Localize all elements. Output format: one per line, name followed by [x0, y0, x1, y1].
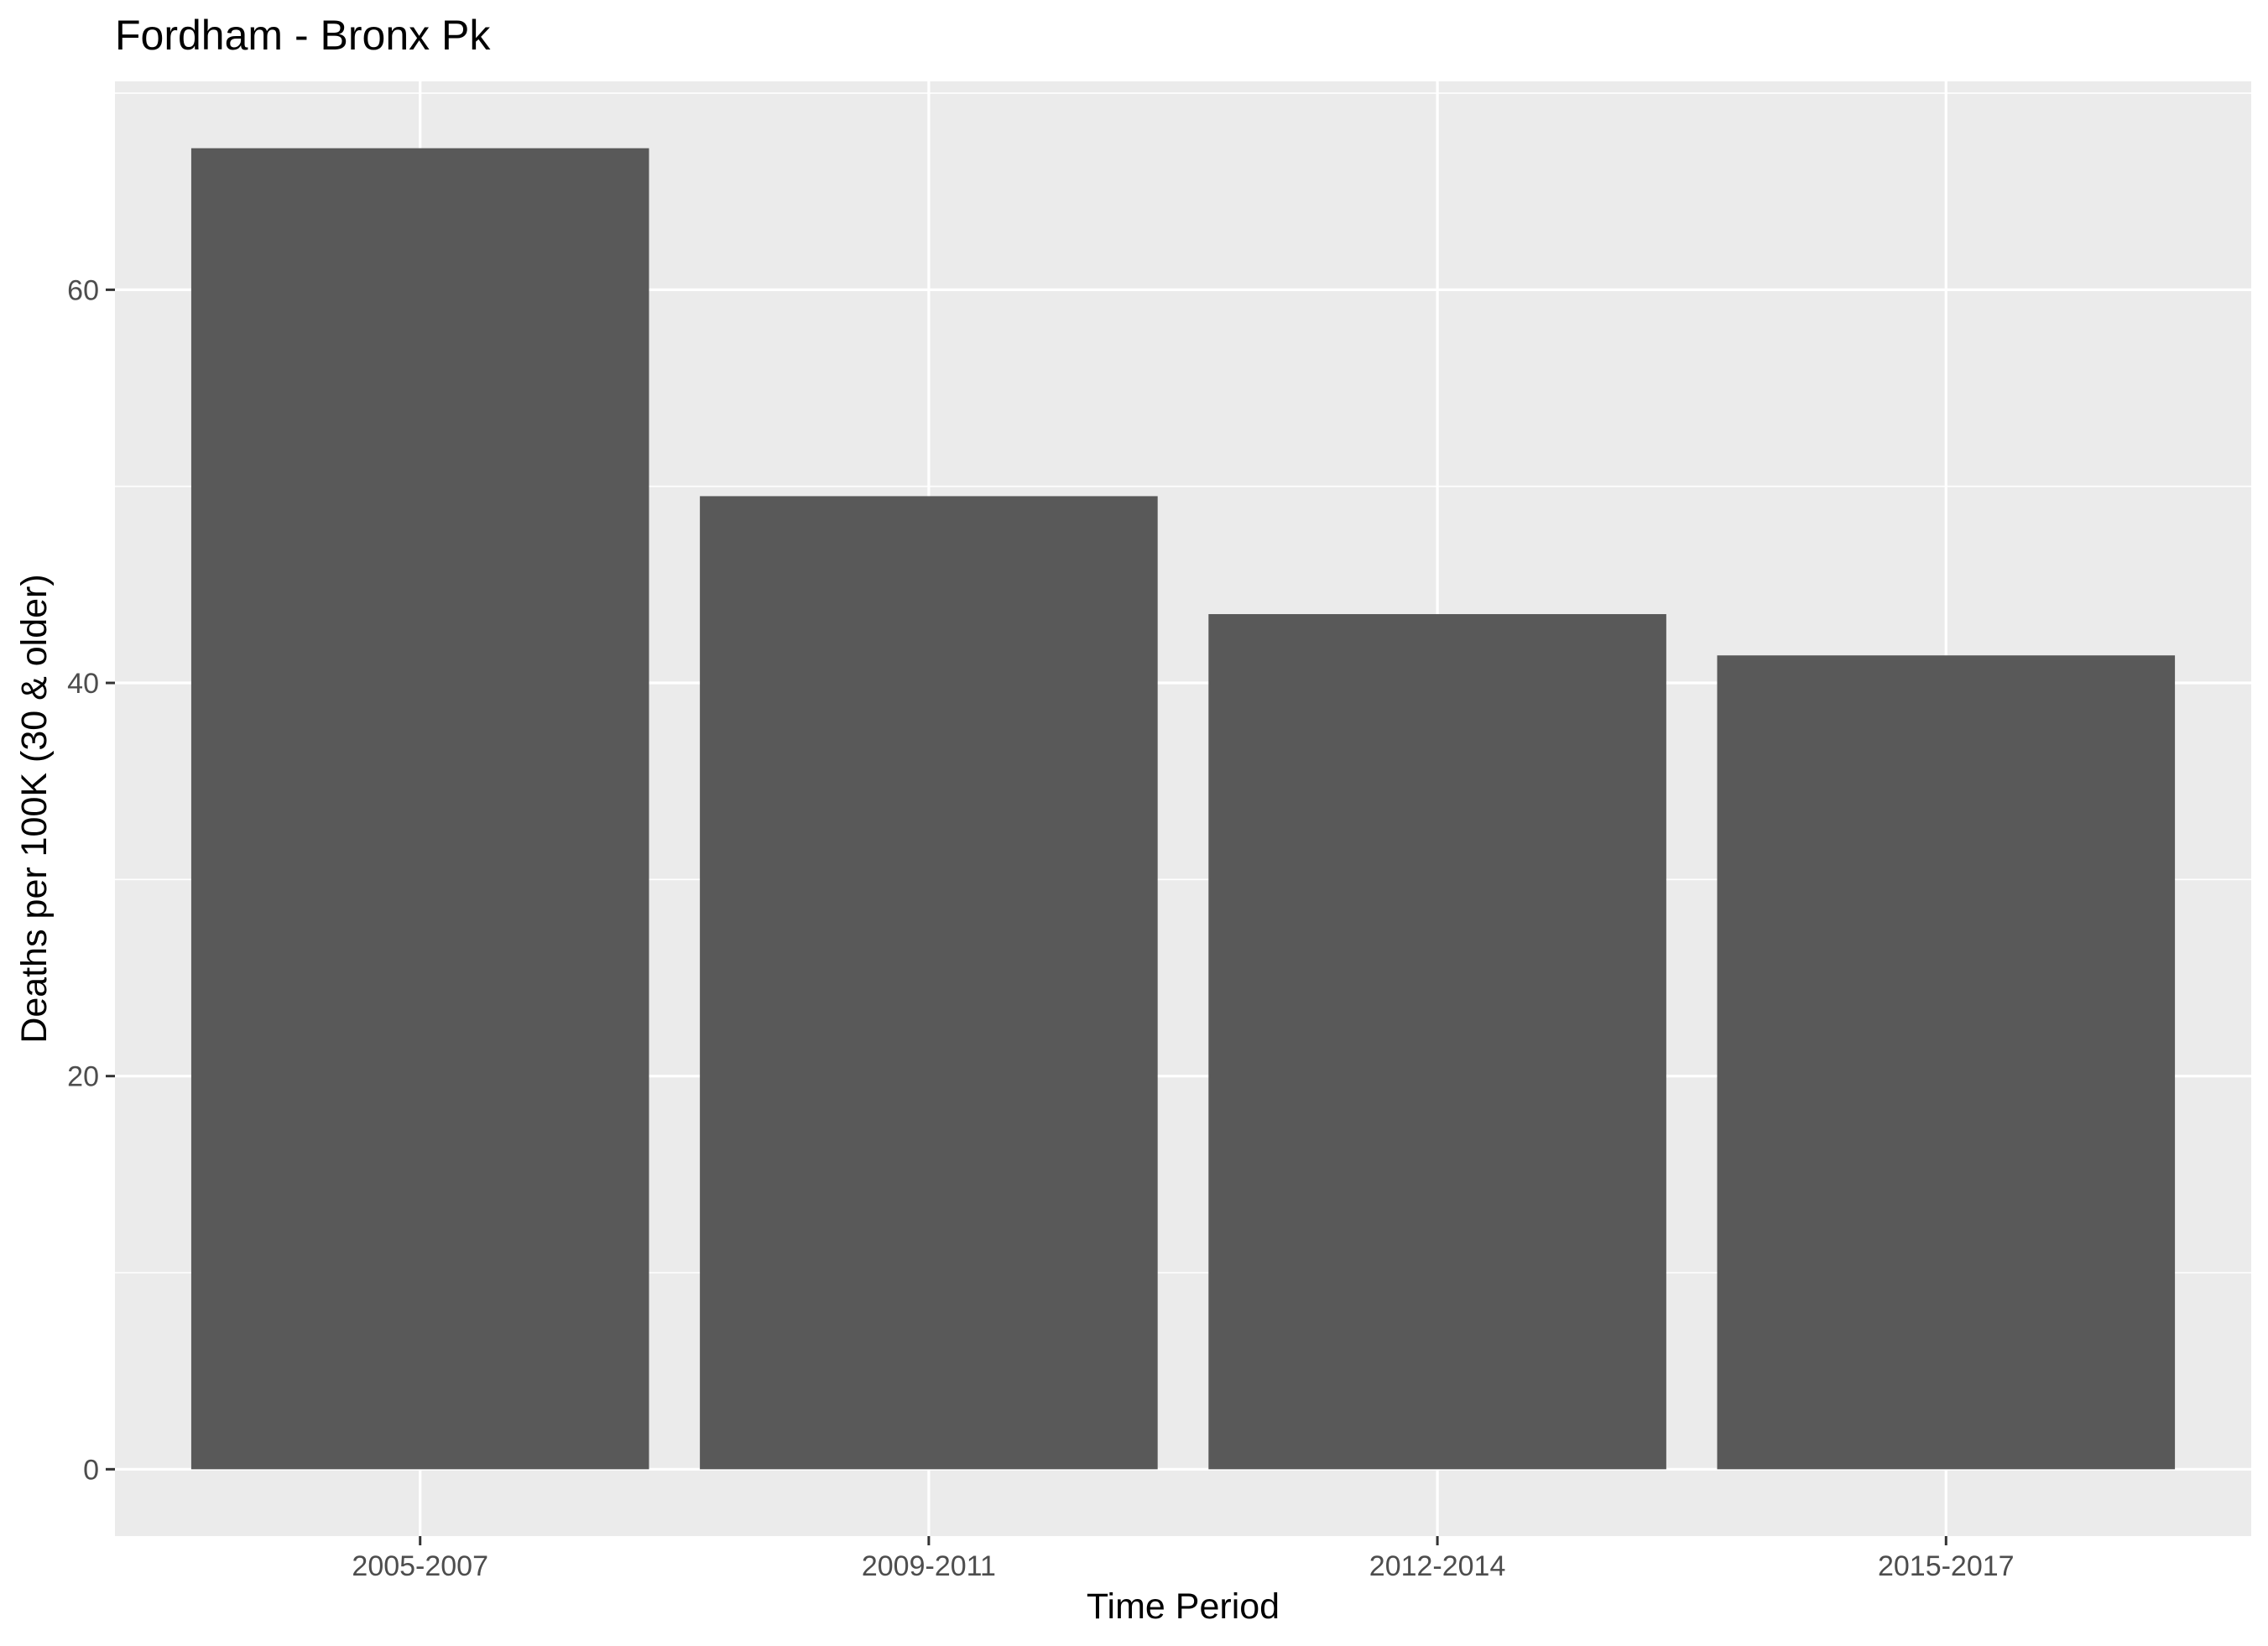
y-tick-label: 0 — [83, 1454, 99, 1486]
chart-title: Fordham - Bronx Pk — [115, 12, 491, 59]
bar-2009-2011 — [700, 496, 1158, 1470]
bar-2012-2014 — [1208, 614, 1666, 1470]
bar-2005-2007 — [190, 148, 649, 1470]
y-tick-label: 40 — [67, 668, 99, 700]
x-tick-label: 2015-2017 — [1878, 1550, 2015, 1582]
y-tick-label: 20 — [67, 1061, 99, 1093]
bars — [190, 148, 2176, 1470]
x-tick-label: 2012-2014 — [1369, 1550, 1506, 1582]
x-tick-label: 2009-2011 — [862, 1550, 996, 1582]
x-axis-title: Time Period — [1087, 1586, 1280, 1627]
bar-2015-2017 — [1717, 655, 2176, 1470]
y-axis: 0 20 40 60 — [67, 274, 115, 1486]
x-tick-label: 2005-2007 — [352, 1550, 488, 1582]
y-axis-title: Deaths per 100K (30 & older) — [14, 574, 55, 1043]
x-axis: 2005-2007 2009-2011 2012-2014 2015-2017 — [352, 1536, 2015, 1582]
y-tick-label: 60 — [67, 274, 99, 306]
